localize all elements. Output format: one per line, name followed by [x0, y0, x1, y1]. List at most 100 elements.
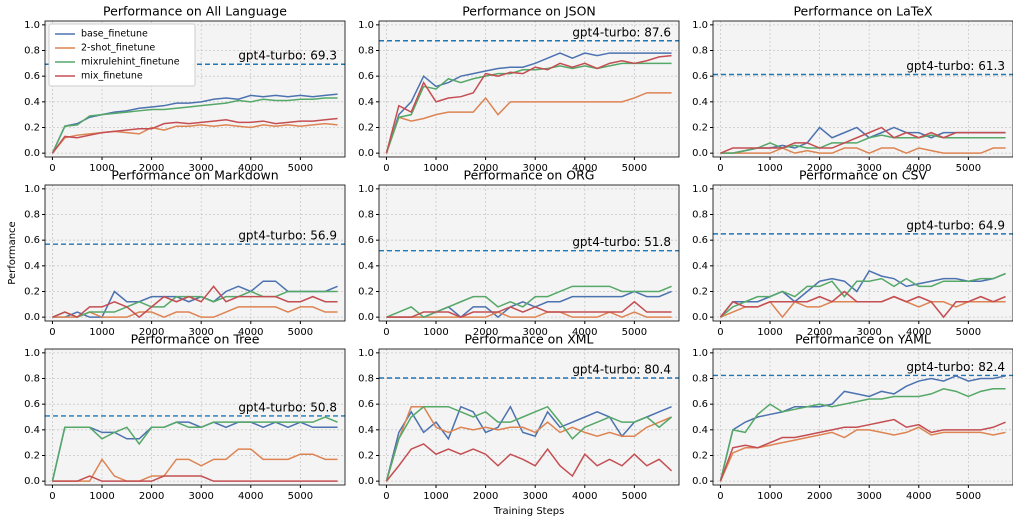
x-tick-label: 1000: [89, 327, 114, 338]
legend-label: mixrulehint_finetune: [81, 57, 180, 68]
x-tick-label: 1000: [757, 163, 782, 174]
series-line: [386, 285, 672, 319]
reference-label: gpt4-turbo: 87.6: [572, 25, 671, 39]
subplot: 0.0 0.2 0.4 0.6 0.8 1.0 0 1000 2000 3000 4000 5000 g…: [692, 332, 1013, 502]
reference-label: gpt4-turbo: 69.3: [238, 49, 337, 63]
x-tick-label: 2000: [139, 491, 164, 502]
x-tick-label: 3000: [188, 163, 213, 174]
y-tick-label: 0.6: [692, 235, 708, 246]
reference-label: gpt4-turbo: 51.8: [572, 235, 671, 249]
y-tick-label: 0.6: [24, 235, 40, 246]
y-tick-label: 0.8: [692, 374, 708, 385]
x-tick-label: 0: [49, 491, 55, 502]
x-tick-label: 0: [717, 163, 723, 174]
y-tick-label: 0.8: [24, 210, 40, 221]
y-tick-label: 0.6: [692, 71, 708, 82]
subplot: 0.0 0.2 0.4 0.6 0.8 1.0 0 1000 2000 3000 4000 5000 g…: [24, 332, 346, 502]
series-line: [385, 52, 672, 154]
reference-label: gpt4-turbo: 80.4: [572, 362, 671, 376]
x-tick-label: 1000: [89, 163, 114, 174]
x-tick-label: 5000: [622, 327, 647, 338]
x-tick-label: 5000: [956, 163, 981, 174]
series-line: [720, 126, 1006, 154]
x-tick-label: 4000: [238, 163, 263, 174]
x-tick-label: 1000: [423, 163, 448, 174]
x-tick-label: 4000: [238, 491, 263, 502]
y-axis-label: Performance: [7, 221, 18, 284]
x-tick-label: 3000: [188, 491, 213, 502]
y-tick-label: 0.0: [24, 476, 40, 487]
series-line: [719, 290, 1006, 319]
reference-label: gpt4-turbo: 82.4: [906, 360, 1005, 374]
x-tick-label: 5000: [956, 327, 981, 338]
legend-label: mix_finetune: [81, 71, 143, 82]
x-tick-label: 4000: [572, 163, 597, 174]
y-tick-label: 0.6: [24, 399, 40, 410]
plot-content: [713, 73, 1013, 154]
y-tick-label: 0.8: [24, 46, 40, 57]
x-tick-label: 1000: [423, 491, 448, 502]
plot-frame: [44, 348, 346, 486]
x-tick-label: 3000: [856, 491, 881, 502]
reference-label: gpt4-turbo: 61.3: [906, 59, 1005, 73]
x-tick-label: 2000: [139, 163, 164, 174]
x-tick-label: 3000: [522, 327, 547, 338]
y-tick-label: 0.4: [692, 261, 708, 272]
subplot: 0.0 0.2 0.4 0.6 0.8 1.0 0 1000 2000 3000 4000 5000 g…: [692, 4, 1013, 174]
subplot: 0.0 0.2 0.4 0.6 0.8 1.0 0 1000 2000 3000 4000 5000 g…: [692, 168, 1013, 338]
y-tick-label: 0.0: [358, 312, 374, 323]
series-line: [52, 285, 338, 319]
y-tick-label: 0.2: [24, 286, 40, 297]
subplot-title: Performance on XML: [464, 332, 593, 347]
y-tick-label: 0.6: [358, 399, 374, 410]
x-tick-label: 4000: [906, 327, 931, 338]
y-tick-label: 0.6: [692, 399, 708, 410]
subplot-title: Performance on Tree: [131, 332, 260, 347]
y-tick-label: 0.2: [24, 450, 40, 461]
subplot-title: Performance on LaTeX: [793, 4, 933, 19]
y-tick-label: 0.8: [24, 374, 40, 385]
y-tick-label: 1.0: [692, 184, 708, 195]
x-tick-label: 4000: [906, 491, 931, 502]
plot-frame: [378, 348, 680, 486]
y-tick-label: 0.4: [692, 425, 708, 436]
x-tick-label: 5000: [622, 163, 647, 174]
y-tick-label: 0.8: [358, 374, 374, 385]
x-tick-label: 4000: [572, 327, 597, 338]
subplot-title: Performance on CSV: [799, 168, 927, 183]
x-tick-label: 4000: [238, 327, 263, 338]
x-tick-label: 2000: [473, 327, 498, 338]
y-tick-label: 0.4: [358, 425, 374, 436]
legend: base_finetune 2-shot_finetune mixrulehint_…: [48, 23, 196, 87]
y-tick-label: 0.4: [24, 97, 40, 108]
series-line: [385, 443, 673, 482]
y-tick-label: 1.0: [692, 348, 708, 359]
x-tick-label: 2000: [807, 327, 832, 338]
x-tick-label: 2000: [139, 327, 164, 338]
x-tick-label: 4000: [572, 491, 597, 502]
x-tick-label: 4000: [906, 163, 931, 174]
x-tick-label: 5000: [956, 491, 981, 502]
y-tick-label: 0.0: [692, 148, 708, 159]
subplot: 0.0 0.2 0.4 0.6 0.8 1.0 0 1000 2000 3000 4000 5000 g…: [358, 4, 680, 174]
y-tick-label: 1.0: [358, 20, 374, 31]
series-line: [719, 426, 1006, 482]
plot-area: [379, 21, 679, 157]
y-tick-label: 1.0: [358, 184, 374, 195]
x-tick-label: 1000: [89, 491, 114, 502]
subplot-title: Performance on ORG: [464, 168, 595, 183]
series-line: [52, 306, 338, 318]
x-tick-label: 0: [49, 163, 55, 174]
y-tick-label: 0.8: [358, 46, 374, 57]
series-line: [51, 117, 338, 154]
plot-area: [379, 185, 679, 321]
plot-frame: [378, 20, 680, 158]
series-line: [385, 54, 672, 154]
subplot: 0.0 0.2 0.4 0.6 0.8 1.0 0 1000 2000 3000 4000 5000 g…: [24, 4, 346, 174]
x-tick-label: 5000: [288, 491, 313, 502]
legend-box: [48, 23, 196, 87]
y-tick-label: 0.6: [24, 71, 40, 82]
series-line: [52, 290, 338, 318]
y-tick-label: 0.0: [358, 476, 374, 487]
legend-label: base_finetune: [81, 29, 148, 40]
